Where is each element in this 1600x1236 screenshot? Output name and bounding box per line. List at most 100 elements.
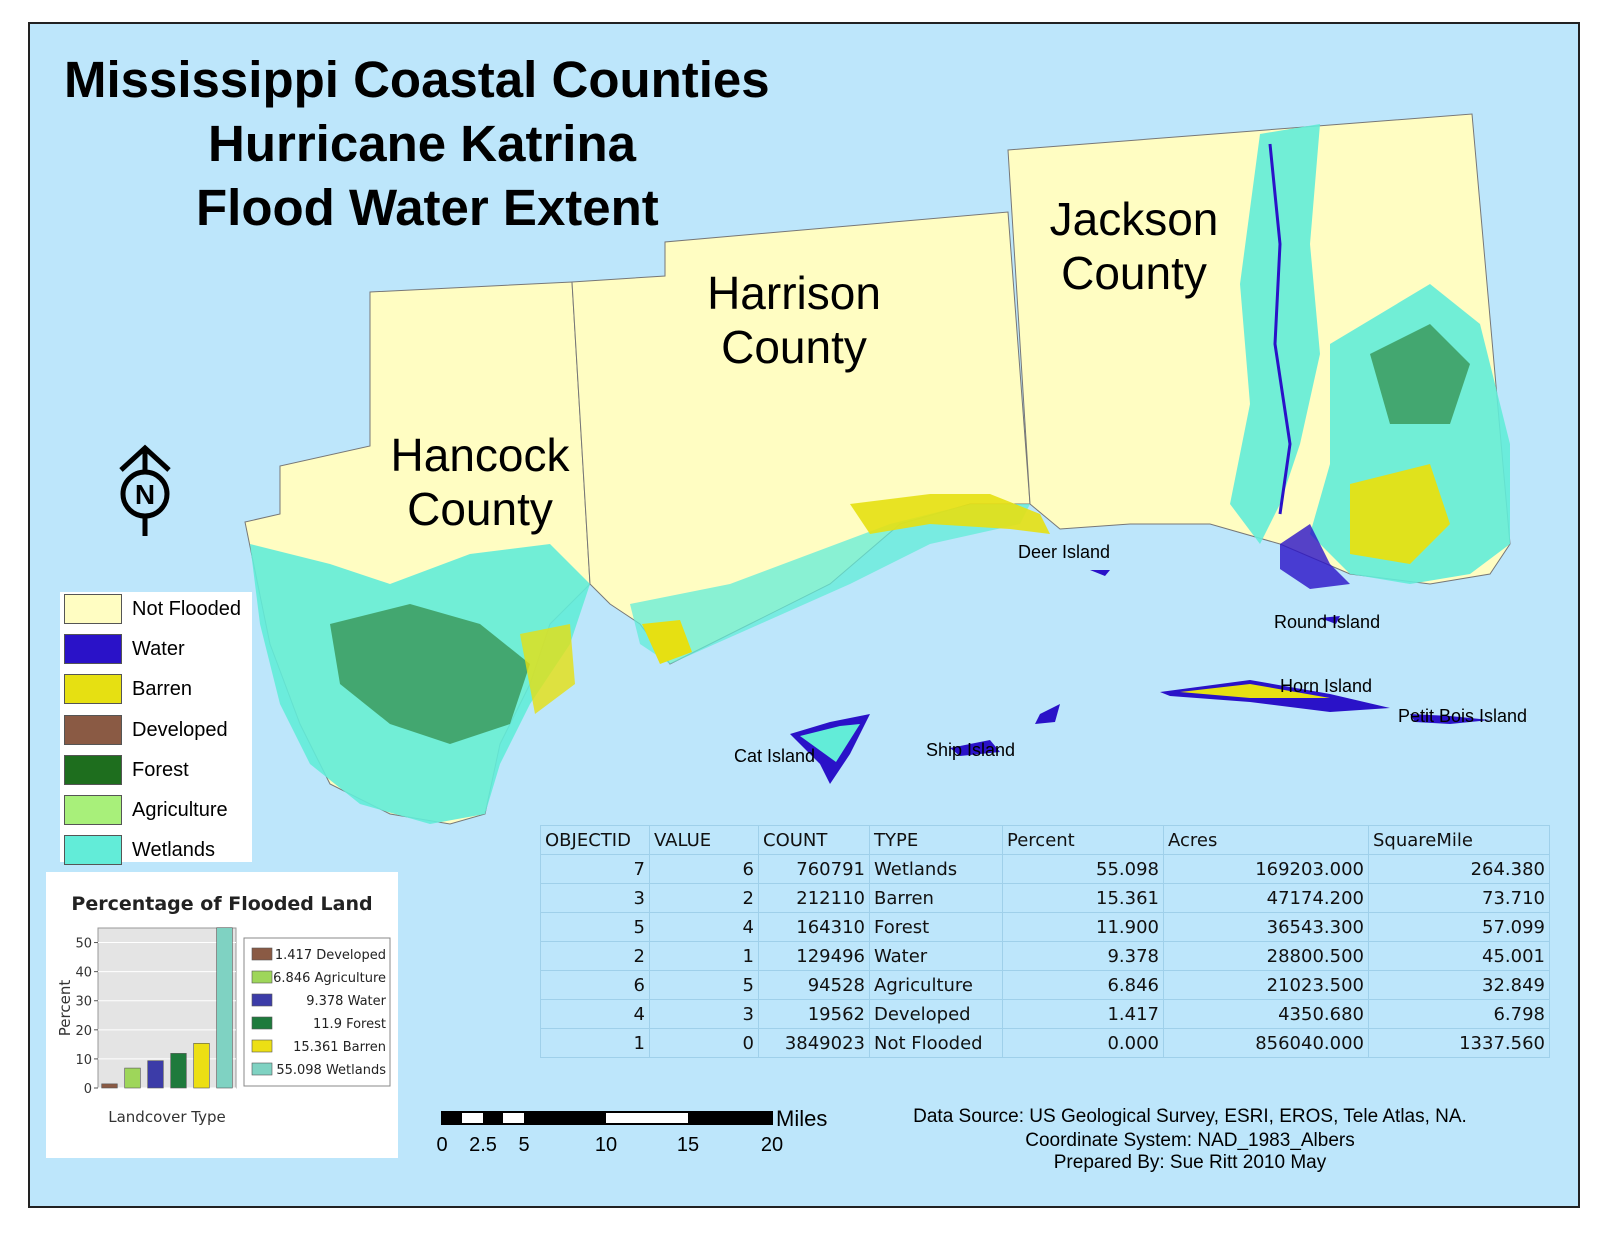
scale-tick-10: 10 (594, 1134, 618, 1156)
table-cell: 5 (540, 912, 650, 942)
column-header: VALUE (649, 825, 759, 855)
table-cell: 45.001 (1368, 941, 1550, 971)
table-cell: 73.710 (1368, 883, 1550, 913)
landcover-attribute-table: OBJECTID VALUE COUNT TYPE Percent Acres Square… (540, 825, 1550, 1058)
legend-swatch (64, 634, 122, 665)
chart-y-tick-label: 0 (84, 1082, 92, 1097)
table-cell: 9.378 (1002, 941, 1164, 971)
legend-label: Not Flooded (132, 598, 241, 620)
chart-legend-label: 1.417 Developed (275, 948, 386, 963)
table-row: 5 4 164310 Forest 11.900 36543.300 57.099 (540, 912, 1550, 942)
table-cell: 1337.560 (1368, 1028, 1550, 1058)
table-cell: 36543.300 (1163, 912, 1369, 942)
map-frame: N Mississippi Coastal Counties Hurricane… (28, 22, 1580, 1208)
scale-unit-label: Miles (776, 1106, 828, 1131)
chart-y-tick-label: 50 (75, 937, 92, 952)
table-cell: Barren (869, 883, 1003, 913)
coordinate-system-text: Coordinate System: NAD_1983_Albers (1025, 1130, 1355, 1151)
table-cell: 94528 (758, 970, 870, 1000)
table-cell: 11.900 (1002, 912, 1164, 942)
table-cell: 57.099 (1368, 912, 1550, 942)
chart-bar-wetlands (216, 927, 233, 1089)
legend-swatch (64, 795, 122, 825)
legend-label: Wetlands (132, 839, 216, 862)
legend-swatch (64, 714, 122, 745)
table-cell: 3849023 (758, 1028, 870, 1058)
table-cell: 47174.200 (1163, 883, 1369, 913)
legend-swatch (64, 594, 122, 624)
table-cell: 6 (649, 854, 759, 884)
table-cell: 3 (540, 883, 650, 913)
table-cell: 5 (649, 970, 759, 1000)
table-cell: 6.846 (1002, 970, 1164, 1000)
chart-legend-box (243, 937, 391, 1087)
legend-label: Water (132, 638, 185, 661)
table-cell: 169203.000 (1163, 854, 1369, 884)
island-label-horn: Horn Island (1280, 676, 1373, 696)
scale-tick-5: 5 (518, 1134, 530, 1156)
table-cell: 2 (540, 941, 650, 971)
table-cell: 4 (540, 999, 650, 1029)
table-cell: 212110 (758, 883, 870, 913)
table-cell: Developed (869, 999, 1003, 1029)
table-row: 7 6 760791 Wetlands 55.098 169203.000 264.380 (540, 854, 1550, 884)
chart-legend-label: 15.361 Barren (293, 1040, 386, 1055)
scale-tick-0: 0 (436, 1134, 448, 1156)
table-cell: 32.849 (1368, 970, 1550, 1000)
legend-item-not-flooded: Not Flooded (62, 592, 250, 626)
legend-label: Developed (132, 718, 228, 741)
legend-item-agriculture: Agriculture (62, 793, 250, 827)
map-legend: Not Flooded Water Barren Developed Forest Agr… (60, 592, 252, 866)
table-cell: 264.380 (1368, 854, 1550, 884)
table-cell: 28800.500 (1163, 941, 1369, 971)
map-canvas: N (119, 113, 1511, 1125)
legend-item-barren: Barren (62, 672, 250, 706)
table-row: 4 3 19562 Developed 1.417 4350.680 6.798 (540, 999, 1550, 1029)
chart-bar-barren (193, 1043, 210, 1089)
legend-item-forest: Forest (62, 753, 250, 787)
table-cell: 1.417 (1002, 999, 1164, 1029)
chart-legend-label: 55.098 Wetlands (276, 1063, 386, 1078)
chart-legend-swatch (251, 1016, 273, 1030)
table-cell: Wetlands (869, 854, 1003, 884)
north-arrow-icon: N (119, 444, 171, 536)
table-cell: 0 (649, 1028, 759, 1058)
county-label-harrison: Harrison County (707, 267, 881, 373)
chart-y-tick-label: 20 (75, 1024, 92, 1039)
table-cell: 7 (540, 854, 650, 884)
map-title-line-3: Flood Water Extent (196, 179, 659, 236)
island-label-cat: Cat Island (734, 746, 816, 766)
flood-extent-layer (250, 124, 1510, 824)
legend-item-developed: Developed (62, 713, 250, 747)
column-header: COUNT (758, 825, 870, 855)
flooded-land-chart: Percentage of Flooded Land 0 10 20 30 40 50 Per… (46, 872, 398, 1158)
column-header: SquareMile (1368, 825, 1550, 855)
table-cell: Forest (869, 912, 1003, 942)
island-label-petit-bois: Petit Bois Island (1398, 706, 1528, 726)
table-cell: 760791 (758, 854, 870, 884)
table-cell: Not Flooded (869, 1028, 1003, 1058)
map-title-line-1: Mississippi Coastal Counties (64, 51, 770, 108)
chart-legend-swatch (251, 993, 273, 1007)
legend-label: Agriculture (132, 799, 228, 821)
county-label-jackson: Jackson County (1049, 193, 1219, 299)
table-row: 1 0 3849023 Not Flooded 0.000 856040.000 1337.… (540, 1028, 1550, 1058)
table-cell: 15.361 (1002, 883, 1164, 913)
scale-tick-15: 15 (676, 1134, 700, 1156)
chart-legend-label: 6.846 Agriculture (273, 971, 386, 986)
island-label-ship: Ship Island (926, 740, 1016, 760)
table-cell: 3 (649, 999, 759, 1029)
chart-legend-swatch (251, 970, 273, 984)
legend-swatch (64, 835, 122, 866)
table-cell: 2 (649, 883, 759, 913)
table-cell: 21023.500 (1163, 970, 1369, 1000)
chart-title: Percentage of Flooded Land (71, 893, 372, 915)
chart-svg: Percentage of Flooded Land 0 10 20 30 40 50 Per… (56, 893, 391, 1126)
chart-bar-water (147, 1060, 164, 1089)
chart-legend-label: 9.378 Water (306, 994, 386, 1009)
table-cell: 129496 (758, 941, 870, 971)
table-cell: 1 (540, 1028, 650, 1058)
legend-swatch (64, 674, 122, 705)
chart-y-axis-label: Percent (56, 980, 74, 1037)
chart-x-axis-label: Landcover Type (108, 1108, 226, 1126)
